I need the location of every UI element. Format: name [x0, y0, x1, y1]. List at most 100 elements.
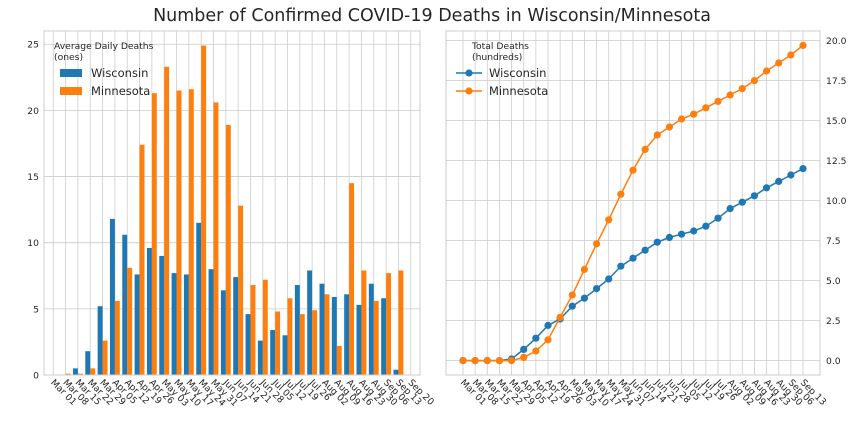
- bar-minnesota: [77, 373, 83, 375]
- bar-wisconsin: [233, 277, 239, 375]
- point-minnesota: [787, 51, 795, 59]
- point-minnesota: [483, 357, 491, 365]
- right-y-tick-label: 20.0: [826, 36, 847, 47]
- legend-swatch-minnesota: [60, 87, 82, 95]
- bar-wisconsin: [356, 304, 362, 375]
- right-y-tick-label: 2.5: [826, 316, 841, 327]
- point-minnesota: [690, 110, 698, 118]
- bar-minnesota: [65, 373, 71, 375]
- point-minnesota: [617, 190, 625, 198]
- right-y-tick-label: 0.0: [826, 356, 841, 367]
- left-y-tick-label: 5: [33, 304, 39, 315]
- point-minnesota: [677, 115, 686, 123]
- legend-label-minnesota: Minnesota: [489, 84, 548, 98]
- legend-label-wisconsin: Wisconsin: [489, 66, 546, 80]
- bar-wisconsin: [72, 368, 78, 375]
- point-wisconsin: [690, 227, 698, 235]
- bar-minnesota: [201, 45, 207, 376]
- point-wisconsin: [762, 184, 771, 192]
- left-legend: Average Daily Deaths(ones) Wisconsin Minne…: [54, 41, 154, 98]
- bar-minnesota: [349, 183, 355, 375]
- bar-wisconsin: [282, 335, 288, 375]
- left-plot-frame: [43, 30, 421, 376]
- bar-minnesota: [213, 102, 219, 375]
- bar-minnesota: [275, 311, 281, 375]
- point-wisconsin: [532, 334, 540, 342]
- bar-wisconsin: [307, 270, 313, 375]
- point-wisconsin: [617, 262, 625, 270]
- bar-minnesota: [262, 279, 268, 375]
- point-minnesota: [726, 91, 734, 99]
- figure-title: Number of Confirmed COVID-19 Deaths in W…: [153, 6, 711, 26]
- point-wisconsin: [677, 230, 686, 238]
- point-minnesota: [520, 353, 528, 361]
- point-wisconsin: [750, 192, 759, 200]
- left-y-tick-label: 20: [27, 106, 39, 117]
- left-legend-title: Average Daily Deaths: [54, 41, 154, 52]
- point-minnesota: [532, 347, 540, 355]
- left-y-tick-label: 25: [27, 40, 39, 51]
- legend-marker-minnesota: [465, 87, 473, 95]
- bar-minnesota: [398, 270, 404, 375]
- point-minnesota: [495, 357, 504, 365]
- bar-minnesota: [102, 340, 108, 375]
- bar-minnesota: [164, 66, 170, 375]
- bar-minnesota: [176, 90, 182, 376]
- point-minnesota: [580, 265, 589, 273]
- point-wisconsin: [787, 171, 795, 179]
- point-wisconsin: [726, 205, 734, 213]
- point-wisconsin: [592, 285, 601, 293]
- bar-minnesota: [336, 345, 342, 375]
- point-wisconsin: [799, 165, 807, 173]
- bar-wisconsin: [134, 274, 140, 375]
- point-minnesota: [653, 131, 661, 139]
- bar-minnesota: [250, 285, 256, 375]
- point-minnesota: [665, 123, 674, 131]
- bar-minnesota: [312, 310, 318, 375]
- point-wisconsin: [544, 321, 552, 329]
- point-minnesota: [507, 357, 516, 365]
- bar-wisconsin: [270, 330, 276, 375]
- bar-minnesota: [373, 300, 379, 375]
- right-y-tick-label: 10.0: [826, 196, 847, 207]
- point-wisconsin: [629, 254, 637, 262]
- left-legend-title: (ones): [54, 52, 83, 63]
- point-minnesota: [750, 77, 759, 85]
- point-wisconsin: [738, 198, 746, 206]
- legend-label-minnesota: Minnesota: [91, 84, 150, 98]
- right-y-tick-label: 12.5: [826, 156, 847, 167]
- legend-marker-wisconsin: [465, 69, 473, 77]
- bar-minnesota: [299, 314, 305, 375]
- bar-minnesota: [127, 267, 133, 375]
- point-wisconsin: [605, 275, 613, 283]
- point-wisconsin: [641, 246, 649, 254]
- bar-wisconsin: [171, 273, 177, 375]
- right-y-tick-label: 7.5: [826, 236, 841, 247]
- bar-wisconsin: [344, 294, 350, 375]
- point-wisconsin: [775, 177, 783, 185]
- point-minnesota: [471, 357, 479, 365]
- point-minnesota: [544, 336, 552, 344]
- bar-minnesota: [188, 89, 194, 375]
- point-wisconsin: [568, 302, 576, 310]
- bar-wisconsin: [159, 255, 165, 375]
- right-y-tick-label: 5.0: [826, 276, 841, 287]
- point-minnesota: [629, 166, 637, 174]
- bar-wisconsin: [331, 296, 337, 375]
- bar-wisconsin: [220, 290, 226, 375]
- point-wisconsin: [702, 222, 710, 230]
- point-minnesota: [641, 145, 649, 153]
- point-minnesota: [568, 291, 576, 299]
- point-minnesota: [799, 41, 807, 50]
- point-minnesota: [605, 216, 613, 224]
- bar-wisconsin: [257, 340, 263, 375]
- point-minnesota: [775, 59, 783, 67]
- right-legend-title: (hundreds): [472, 52, 522, 63]
- point-minnesota: [738, 85, 746, 93]
- point-minnesota: [592, 240, 601, 248]
- bar-minnesota: [324, 294, 330, 375]
- bar-wisconsin: [368, 283, 374, 375]
